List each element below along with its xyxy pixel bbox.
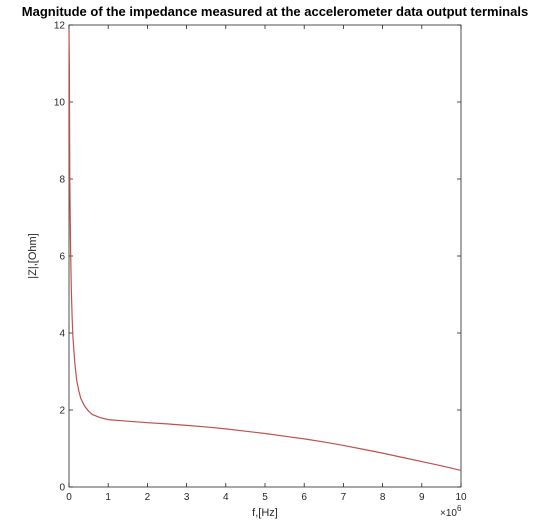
y-tick-label: 12 bbox=[54, 21, 66, 32]
x-axis: 0 1 2 3 4 5 6 7 8 9 10 bbox=[66, 25, 467, 503]
plot-frame bbox=[68, 24, 462, 488]
x-tick-label: 0 bbox=[66, 492, 72, 503]
x-tick-label: 5 bbox=[262, 492, 268, 503]
y-tick-label: 6 bbox=[59, 252, 65, 263]
x-axis-multiplier: ×106 bbox=[440, 504, 462, 519]
x-tick-label: 3 bbox=[184, 492, 190, 503]
x-multiplier-base: ×10 bbox=[440, 508, 457, 519]
x-tick-label: 4 bbox=[223, 492, 229, 503]
y-tick-label: 2 bbox=[59, 406, 65, 417]
y-axis: 0 2 4 6 8 10 12 bbox=[54, 21, 461, 494]
impedance-series-line bbox=[68, 28, 462, 472]
x-tick-label: 7 bbox=[341, 492, 347, 503]
y-tick-label: 0 bbox=[59, 483, 65, 494]
y-axis-label: |Z|,[Ohm] bbox=[27, 233, 39, 278]
x-axis-label: f,[Hz] bbox=[252, 507, 278, 519]
x-tick-label: 6 bbox=[301, 492, 307, 503]
y-tick-label: 4 bbox=[59, 329, 65, 340]
x-tick-label: 8 bbox=[380, 492, 386, 503]
x-tick-label: 9 bbox=[419, 492, 425, 503]
x-tick-label: 2 bbox=[145, 492, 151, 503]
chart-title: Magnitude of the impedance measured at t… bbox=[22, 4, 528, 19]
y-tick-label: 10 bbox=[54, 98, 66, 109]
x-tick-label: 10 bbox=[455, 492, 467, 503]
x-multiplier-exponent: 6 bbox=[457, 504, 462, 513]
y-tick-label: 8 bbox=[59, 175, 65, 186]
x-tick-label: 1 bbox=[105, 492, 111, 503]
